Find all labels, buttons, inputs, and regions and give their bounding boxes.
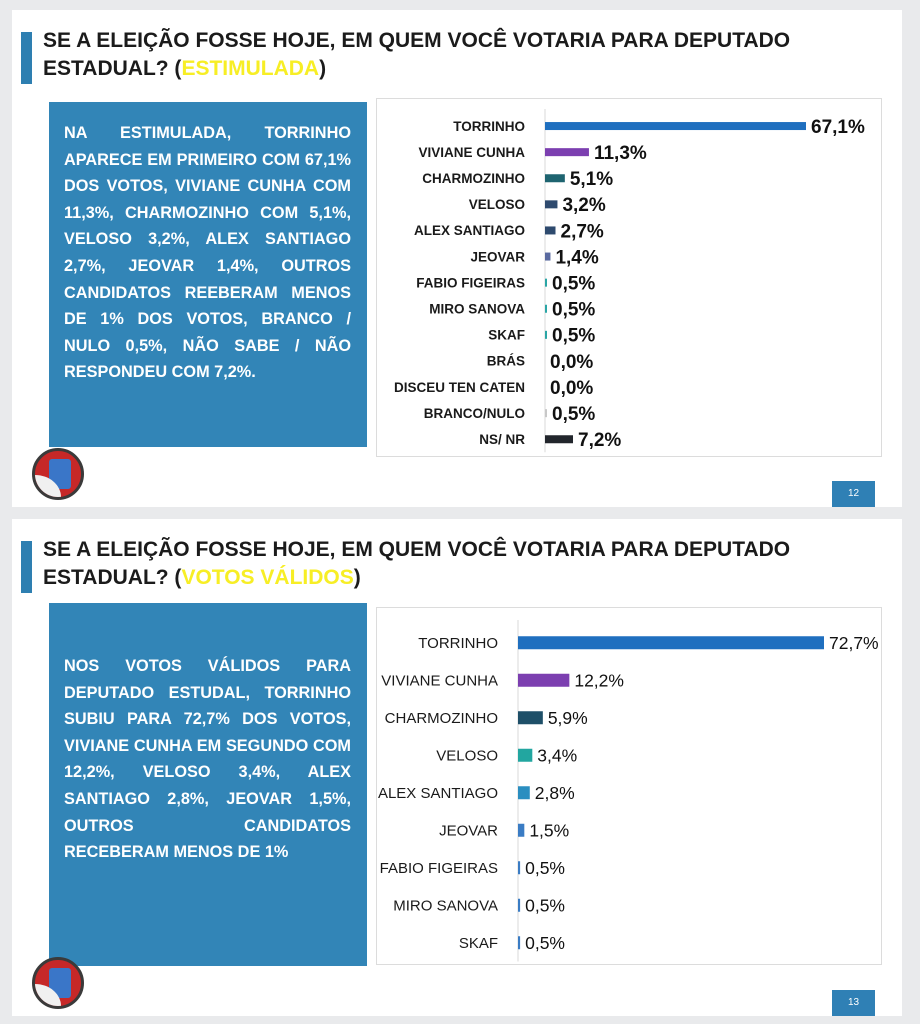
bar — [545, 252, 551, 261]
title-accent-bar — [21, 32, 32, 84]
value-label: 3,2% — [562, 195, 605, 216]
bar — [545, 148, 589, 157]
bar — [545, 200, 558, 209]
category-label: VELOSO — [436, 748, 498, 765]
category-label: VIVIANE CUNHA — [381, 673, 498, 690]
title-accent-bar — [21, 541, 32, 593]
summary-text: NA ESTIMULADA, TORRINHO APARECE EM PRIME… — [64, 124, 351, 382]
bar-chart: TORRINHO 67,1% VIVIANE CUNHA 11,3% CHARMOZIN… — [394, 109, 865, 453]
category-label: MIRO SANOVA — [393, 898, 498, 915]
value-label: 5,1% — [570, 169, 613, 190]
value-label: 0,5% — [525, 858, 565, 878]
logo-icon — [32, 448, 84, 500]
value-label: 12,2% — [574, 671, 624, 691]
title-text: SE A ELEIÇÃO FOSSE HOJE, EM QUEM VOCÊ VO… — [43, 29, 791, 80]
bar — [518, 711, 543, 725]
logo-icon — [32, 957, 84, 1009]
value-label: 0,5% — [525, 933, 565, 953]
slide-votos-validos: SE A ELEIÇÃO FOSSE HOJE, EM QUEM VOCÊ VO… — [12, 519, 902, 1016]
bar — [518, 748, 533, 762]
bar — [545, 304, 547, 313]
category-label: TORRINHO — [418, 635, 498, 652]
page-number: 13 — [832, 990, 875, 1016]
bar — [518, 823, 525, 837]
category-label: ALEX SANTIAGO — [378, 785, 498, 802]
summary-text: NOS VOTOS VÁLIDOS PARA DEPUTADO ESTUDAL,… — [64, 657, 351, 862]
value-label: 1,4% — [555, 247, 598, 268]
category-label: TORRINHO — [453, 119, 525, 134]
value-label: 11,3% — [594, 143, 647, 164]
category-label: FABIO FIGEIRAS — [416, 275, 525, 290]
category-label: MIRO SANOVA — [429, 301, 525, 316]
category-label: BRANCO/NULO — [424, 406, 525, 421]
category-label: VIVIANE CUNHA — [418, 145, 525, 160]
value-label: 0,5% — [552, 300, 595, 321]
bar-chart-box: TORRINHO 72,7% VIVIANE CUNHA 12,2% CHARMOZIN… — [376, 607, 882, 965]
category-label: BRÁS — [487, 354, 525, 369]
page-number: 12 — [832, 481, 875, 507]
category-label: CHARMOZINHO — [385, 710, 498, 727]
bar — [545, 278, 547, 287]
slide-estimulada: SE A ELEIÇÃO FOSSE HOJE, EM QUEM VOCÊ VO… — [12, 10, 902, 507]
category-label: JEOVAR — [470, 249, 525, 264]
bar — [518, 898, 521, 912]
value-label: 0,0% — [550, 352, 593, 373]
category-label: CHARMOZINHO — [422, 171, 525, 186]
value-label: 2,7% — [561, 221, 604, 242]
bar — [518, 861, 521, 875]
value-label: 0,0% — [550, 378, 593, 399]
category-label: FABIO FIGEIRAS — [380, 860, 498, 877]
value-label: 0,5% — [525, 896, 565, 916]
category-label: JEOVAR — [439, 823, 498, 840]
bar — [518, 673, 570, 687]
bar-chart: TORRINHO 72,7% VIVIANE CUNHA 12,2% CHARMOZIN… — [378, 620, 879, 962]
value-label: 2,8% — [535, 783, 575, 803]
bar — [545, 409, 547, 418]
title-text: SE A ELEIÇÃO FOSSE HOJE, EM QUEM VOCÊ VO… — [43, 538, 791, 589]
value-label: 5,9% — [548, 708, 588, 728]
category-label: SKAF — [488, 328, 525, 343]
title-highlight: VOTOS VÁLIDOS — [181, 566, 354, 589]
value-label: 3,4% — [537, 746, 577, 766]
value-label: 0,5% — [552, 326, 595, 347]
bar — [545, 226, 556, 235]
value-label: 67,1% — [811, 117, 865, 138]
summary-box: NOS VOTOS VÁLIDOS PARA DEPUTADO ESTUDAL,… — [49, 603, 367, 966]
category-label: ALEX SANTIAGO — [414, 223, 525, 238]
category-label: NS/ NR — [479, 432, 525, 447]
slide-title: SE A ELEIÇÃO FOSSE HOJE, EM QUEM VOCÊ VO… — [43, 27, 843, 83]
value-label: 72,7% — [829, 633, 879, 653]
summary-box: NA ESTIMULADA, TORRINHO APARECE EM PRIME… — [49, 102, 367, 447]
category-label: SKAF — [459, 935, 498, 952]
title-highlight: ESTIMULADA — [181, 57, 320, 80]
value-label: 0,5% — [552, 273, 595, 294]
value-label: 1,5% — [529, 821, 569, 841]
value-label: 0,5% — [552, 404, 595, 425]
bar — [518, 786, 530, 800]
bar-chart-box: TORRINHO 67,1% VIVIANE CUNHA 11,3% CHARMOZIN… — [376, 98, 882, 457]
category-label: VELOSO — [469, 197, 525, 212]
bar — [545, 330, 547, 339]
bar — [545, 435, 574, 444]
category-label: DISCEU TEN CATEN — [394, 380, 525, 395]
title-end: ) — [319, 57, 327, 80]
value-label: 7,2% — [578, 430, 621, 451]
title-end: ) — [353, 566, 361, 589]
bar — [518, 936, 521, 950]
bar — [545, 122, 806, 131]
bar — [545, 174, 565, 183]
slide-title: SE A ELEIÇÃO FOSSE HOJE, EM QUEM VOCÊ VO… — [43, 536, 843, 592]
bar — [518, 636, 824, 650]
